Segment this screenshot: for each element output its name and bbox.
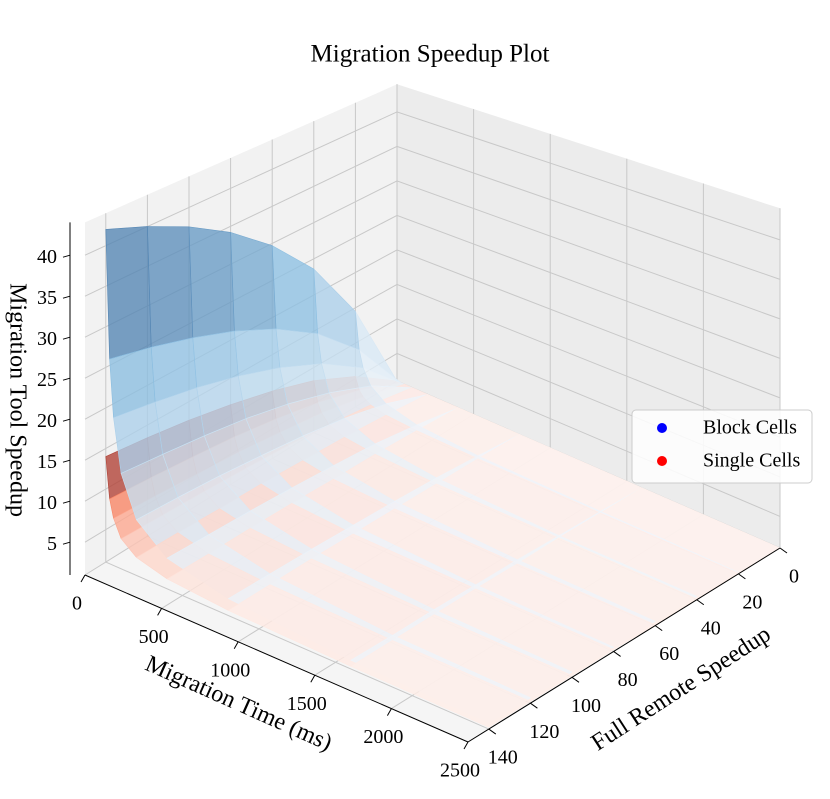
legend-box (631, 409, 813, 484)
z-tick-label: 25 (37, 369, 57, 391)
x-tick-label: 2500 (440, 760, 480, 782)
x-tick-label: 500 (139, 626, 169, 648)
y-tick-label: 20 (742, 591, 762, 613)
y-tick-label: 0 (789, 566, 799, 588)
y-tick-label: 140 (488, 747, 518, 769)
x-tick-label: 1000 (210, 659, 250, 681)
axes: 0 500 1000 1500 2000 2500 0 20 40 60 80 100 120 140 5 1… (37, 222, 799, 782)
legend: Block Cells Single Cells (631, 409, 813, 484)
tick-mark (62, 459, 71, 463)
tick-mark (62, 254, 71, 258)
y-tick-label: 60 (659, 643, 679, 665)
tick-mark (463, 741, 469, 750)
y-tick-label: 80 (618, 669, 638, 691)
surface-cell (105, 226, 152, 360)
y-tick-label: 40 (701, 617, 721, 639)
tick-mark (654, 625, 663, 632)
y-tick-label: 100 (571, 695, 601, 717)
surface-cell (230, 231, 277, 332)
tick-mark (386, 708, 392, 716)
tick-mark (696, 599, 705, 606)
z-tick-label: 5 (47, 533, 57, 555)
legend-label: Block Cells (703, 417, 797, 439)
x-tick-label: 1500 (287, 693, 327, 715)
z-tick-label: 30 (37, 328, 57, 350)
grid-line (84, 111, 781, 256)
surface-cell (350, 640, 532, 728)
legend-marker (657, 423, 667, 433)
tick-mark (62, 541, 71, 545)
legend-label: Single Cells (703, 450, 800, 472)
tick-mark (157, 608, 163, 616)
z-axis-label: Migration Tool Speedup (4, 283, 30, 517)
z-tick-label: 35 (37, 287, 57, 309)
z-tick-label: 40 (37, 246, 57, 268)
axis-line (84, 574, 469, 743)
tick-mark (779, 547, 788, 554)
x-tick-label: 0 (72, 593, 82, 615)
z-tick-label: 20 (37, 410, 57, 432)
tick-mark (62, 295, 71, 299)
z-tick-label: 15 (37, 451, 57, 473)
tick-mark (530, 702, 538, 709)
tick-mark (488, 728, 497, 735)
tick-mark (62, 500, 71, 504)
legend-marker (657, 456, 667, 466)
tick-mark (571, 676, 580, 683)
grid-line (105, 213, 489, 730)
tick-mark (62, 377, 71, 381)
surfaces (105, 226, 781, 728)
tick-mark (80, 574, 86, 583)
tick-mark (738, 573, 746, 580)
chart-title: Migration Speedup Plot (311, 41, 550, 68)
tick-mark (62, 418, 71, 422)
z-tick-label: 10 (37, 492, 57, 514)
tick-mark (613, 651, 621, 657)
axis-line (467, 547, 781, 743)
surface-cell (188, 226, 235, 339)
x-tick-label: 2000 (363, 726, 403, 748)
tick-mark (310, 674, 316, 683)
surface-cell (275, 328, 322, 368)
surface-cell (147, 226, 194, 348)
tick-mark (233, 641, 239, 650)
tick-mark (62, 336, 71, 340)
y-tick-label: 120 (529, 721, 559, 743)
